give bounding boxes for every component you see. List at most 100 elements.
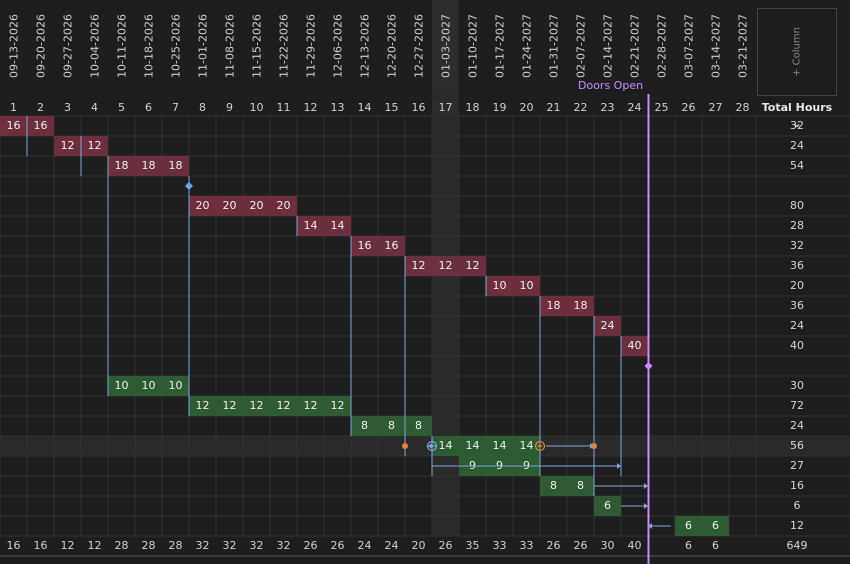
task-cell[interactable]: 9 [486,456,513,476]
date-header[interactable]: 01-24-2027 [513,0,540,94]
date-header[interactable]: 11-08-2026 [216,0,243,94]
task-cell[interactable]: 14 [432,436,459,456]
task-cell[interactable]: 14 [459,436,486,456]
date-header[interactable]: 12-06-2026 [324,0,351,94]
task-cell[interactable]: 16 [378,236,405,256]
date-header[interactable]: 09-27-2026 [54,0,81,94]
task-cell[interactable]: 16 [0,116,27,136]
task-cell[interactable]: 6 [675,516,702,536]
task-cell[interactable]: 40 [621,336,648,356]
task-cell[interactable]: 10 [108,376,135,396]
task-cell[interactable]: 9 [459,456,486,476]
total-hours-label: Total Hours [761,101,833,114]
task-cell[interactable]: 10 [513,276,540,296]
date-header[interactable]: 09-13-2026 [0,0,27,94]
task-cell[interactable]: 8 [405,416,432,436]
task-cell[interactable]: 10 [486,276,513,296]
date-header[interactable]: 02-28-2027 [648,0,675,94]
date-header[interactable]: 10-04-2026 [81,0,108,94]
row-total: 36 [790,299,804,312]
column-sum: 32 [276,539,291,552]
date-header[interactable]: 01-17-2027 [486,0,513,94]
row-total: 6 [793,499,801,512]
column-sum: 16 [6,539,21,552]
date-header[interactable]: 01-31-2027 [540,0,567,94]
task-cell[interactable]: 24 [594,316,621,336]
chevron-down-icon[interactable]: ⌄ [792,117,802,130]
task-cell[interactable]: 14 [297,216,324,236]
task-cell[interactable]: 12 [270,396,297,416]
date-header[interactable]: 03-14-2027 [702,0,729,94]
week-number: 12 [303,101,318,114]
date-header[interactable]: 03-21-2027 [729,0,756,94]
task-cell[interactable]: 12 [297,396,324,416]
task-cell[interactable]: 12 [216,396,243,416]
task-cell[interactable]: 12 [324,396,351,416]
task-cell[interactable]: 14 [486,436,513,456]
task-cell[interactable]: 12 [81,136,108,156]
column-sum: 28 [141,539,156,552]
task-cell[interactable]: 12 [243,396,270,416]
task-cell[interactable]: 16 [351,236,378,256]
date-header[interactable]: 12-27-2026 [405,0,432,94]
row-total: 27 [790,459,804,472]
date-label: 11-29-2026 [304,14,317,78]
task-cell[interactable]: 8 [378,416,405,436]
task-cell[interactable]: 6 [702,516,729,536]
date-header[interactable]: 12-13-2026 [351,0,378,94]
date-header[interactable]: 01-03-2027 [432,0,459,94]
task-cell[interactable]: 18 [135,156,162,176]
date-header[interactable]: 03-07-2027 [675,0,702,94]
task-cell[interactable]: 18 [540,296,567,316]
task-cell[interactable]: 12 [405,256,432,276]
date-header[interactable]: 11-22-2026 [270,0,297,94]
week-number: 9 [226,101,233,114]
task-cell[interactable]: 18 [108,156,135,176]
column-sum: 32 [195,539,210,552]
task-cell[interactable]: 9 [513,456,540,476]
task-cell[interactable]: 14 [324,216,351,236]
task-cell[interactable]: 6 [594,496,621,516]
task-cell[interactable]: 8 [351,416,378,436]
total-hours-header[interactable]: Total Hours ⌄ [757,100,837,130]
task-cell[interactable]: 12 [54,136,81,156]
task-cell[interactable]: 20 [243,196,270,216]
date-header[interactable]: 10-11-2026 [108,0,135,94]
task-cell[interactable]: 20 [270,196,297,216]
add-column-button[interactable]: + Column [757,8,837,96]
task-cell[interactable]: 18 [567,296,594,316]
task-cell[interactable]: 10 [162,376,189,396]
date-header[interactable]: 09-20-2026 [27,0,54,94]
column-sum: 26 [546,539,561,552]
date-label: 01-10-2027 [466,14,479,78]
date-header[interactable]: 01-10-2027 [459,0,486,94]
grand-total: 649 [786,539,808,552]
row-total: 32 [790,239,804,252]
date-header[interactable]: 11-29-2026 [297,0,324,94]
task-cell[interactable]: 16 [27,116,54,136]
column-sum: 20 [411,539,426,552]
date-header[interactable]: 10-25-2026 [162,0,189,94]
date-header[interactable]: 11-01-2026 [189,0,216,94]
task-cell[interactable]: 12 [189,396,216,416]
task-cell[interactable]: 8 [567,476,594,496]
week-number: 20 [519,101,534,114]
task-cell[interactable]: 20 [189,196,216,216]
task-cell[interactable]: 18 [162,156,189,176]
date-header[interactable]: 11-15-2026 [243,0,270,94]
date-label: 12-13-2026 [358,14,371,78]
column-sum [648,536,675,556]
task-cell[interactable]: 12 [459,256,486,276]
date-header[interactable]: 12-20-2026 [378,0,405,94]
task-cell[interactable]: 12 [432,256,459,276]
add-column-label: + Column [791,27,803,77]
date-header[interactable]: 10-18-2026 [135,0,162,94]
task-cell[interactable]: 8 [540,476,567,496]
task-cell[interactable]: 14 [513,436,540,456]
date-label: 10-04-2026 [88,14,101,78]
task-cell[interactable]: 20 [216,196,243,216]
row-total: 30 [790,379,804,392]
task-cell[interactable]: 10 [135,376,162,396]
week-number: 13 [330,101,345,114]
